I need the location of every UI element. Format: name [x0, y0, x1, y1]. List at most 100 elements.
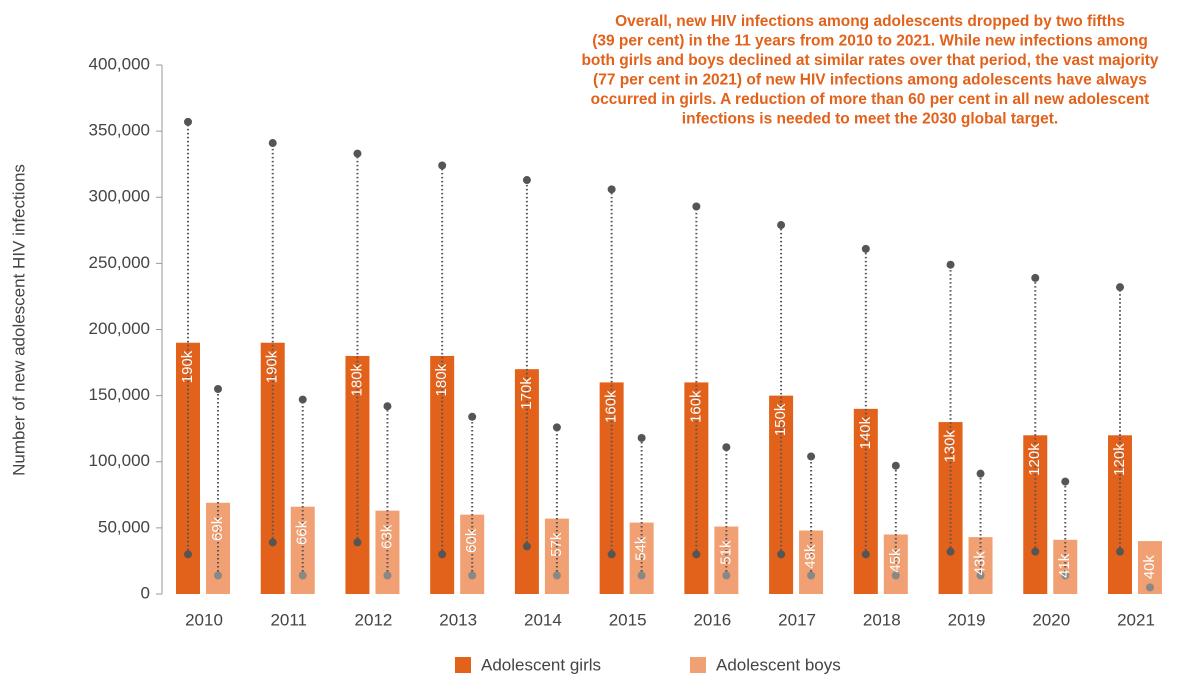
y-tick-label: 0 [141, 583, 150, 602]
lower-dot [214, 571, 222, 580]
annotation: infections is needed to meet the 2030 gl… [682, 111, 1058, 128]
value-label: 63k [378, 524, 395, 549]
lower-dot [298, 571, 307, 580]
bar [345, 355, 370, 594]
x-tick-label: 2019 [948, 610, 986, 629]
x-tick-label: 2015 [609, 610, 647, 629]
upper-dot [891, 461, 900, 470]
y-tick-label: 300,000 [89, 187, 150, 206]
value-label: 54k [633, 536, 650, 561]
value-label: 180k [433, 363, 450, 396]
bar [769, 395, 794, 594]
x-tick-label: 2016 [693, 610, 731, 629]
annotation: Overall, new HIV infections among adoles… [615, 13, 1125, 30]
value-label: 150k [772, 403, 789, 436]
x-tick-label: 2010 [185, 610, 223, 629]
lower-dot [861, 550, 870, 559]
value-label: 45k [887, 548, 904, 573]
y-tick-label: 250,000 [89, 253, 150, 272]
upper-dot [976, 469, 985, 478]
lower-dot [1031, 547, 1040, 556]
annotation: (39 per cent) in the 11 years from 2010 … [592, 33, 1148, 50]
x-tick-label: 2017 [778, 610, 816, 629]
value-label: 170k [518, 377, 535, 410]
upper-dot [438, 161, 447, 170]
lower-dot [184, 550, 192, 559]
x-tick-label: 2018 [863, 610, 901, 629]
lower-dot [1061, 571, 1070, 580]
value-label: 120k [1026, 443, 1043, 476]
upper-dot [777, 221, 786, 230]
upper-dot [383, 402, 392, 411]
y-tick-label: 350,000 [89, 121, 150, 140]
value-label: 130k [942, 430, 959, 463]
value-label: 140k [857, 416, 874, 449]
lower-dot [268, 538, 277, 547]
lower-dot [692, 550, 701, 559]
value-label: 43k [972, 551, 989, 576]
value-label: 51k [717, 540, 734, 565]
annotation: occurred in girls. A reduction of more t… [591, 91, 1150, 108]
bar [883, 534, 908, 594]
upper-dot [1116, 283, 1124, 292]
upper-dot [946, 260, 955, 269]
annotation: both girls and boys declined at similar … [581, 52, 1158, 69]
lower-dot [1146, 583, 1154, 592]
lower-dot [522, 542, 531, 551]
annotation: (77 per cent in 2021) of new HIV infecti… [593, 72, 1147, 89]
legend-label: Adolescent girls [481, 655, 601, 674]
x-tick-label: 2013 [439, 610, 477, 629]
upper-dot [468, 412, 477, 421]
upper-dot [353, 149, 362, 158]
upper-dot [214, 385, 222, 394]
legend-swatch [455, 657, 471, 673]
value-label: 190k [179, 350, 196, 383]
value-label: 160k [603, 390, 620, 423]
x-tick-label: 2021 [1117, 610, 1155, 629]
lower-dot [353, 538, 362, 547]
upper-dot [692, 202, 701, 211]
upper-dot [1031, 273, 1040, 282]
legend-swatch [690, 657, 706, 673]
lower-dot [607, 550, 616, 559]
lower-dot [438, 550, 447, 559]
y-tick-label: 50,000 [98, 517, 150, 536]
bar [206, 502, 230, 594]
lower-dot [468, 571, 477, 580]
y-axis-label: Number of new adolescent HIV infections [9, 164, 28, 476]
legend-label: Adolescent boys [716, 655, 841, 674]
x-tick-label: 2020 [1032, 610, 1070, 629]
y-tick-label: 150,000 [89, 385, 150, 404]
y-tick-label: 100,000 [89, 451, 150, 470]
lower-dot [946, 547, 955, 556]
x-tick-label: 2011 [270, 610, 307, 629]
upper-dot [522, 176, 531, 185]
lower-dot [976, 571, 985, 580]
upper-dot [268, 139, 277, 148]
lower-dot [777, 550, 786, 559]
value-label: 160k [687, 390, 704, 423]
lower-dot [552, 571, 561, 580]
value-label: 60k [463, 528, 480, 553]
upper-dot [861, 244, 870, 253]
upper-dot [807, 452, 816, 461]
value-label: 41k [1056, 553, 1073, 578]
y-tick-label: 200,000 [89, 319, 150, 338]
upper-dot [607, 185, 616, 194]
lower-dot [891, 571, 900, 580]
value-label: 190k [264, 350, 281, 383]
upper-dot [298, 395, 307, 404]
y-tick-label: 400,000 [89, 54, 150, 73]
lower-dot [637, 571, 646, 580]
lower-dot [722, 571, 731, 580]
bar [260, 342, 285, 594]
lower-dot [383, 571, 392, 580]
value-label: 120k [1111, 443, 1128, 476]
x-tick-label: 2014 [524, 610, 562, 629]
bar [375, 510, 400, 594]
value-label: 57k [548, 532, 565, 557]
value-label: 66k [294, 520, 311, 545]
upper-dot [1061, 477, 1070, 486]
x-tick-label: 2012 [355, 610, 393, 629]
